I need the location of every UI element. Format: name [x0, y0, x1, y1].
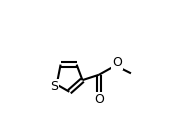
Text: S: S [50, 80, 58, 93]
Text: O: O [94, 93, 104, 106]
Text: O: O [112, 56, 122, 69]
